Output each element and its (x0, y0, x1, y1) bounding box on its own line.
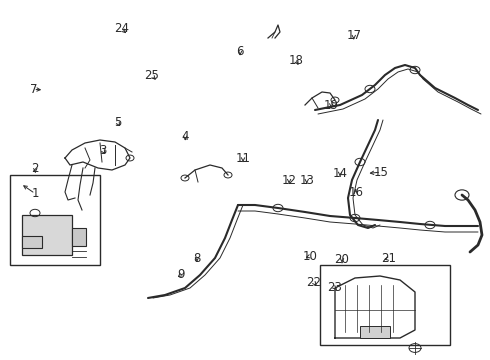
Text: 7: 7 (29, 83, 37, 96)
Text: 13: 13 (299, 174, 314, 187)
Text: 17: 17 (346, 29, 361, 42)
Text: 18: 18 (289, 54, 303, 67)
Text: 24: 24 (114, 22, 129, 35)
Text: 9: 9 (177, 268, 185, 281)
Text: 15: 15 (374, 166, 389, 179)
Text: 5: 5 (114, 116, 122, 129)
Text: 14: 14 (333, 167, 347, 180)
Bar (22, 236, 42, 248)
Text: 2: 2 (31, 162, 39, 175)
Text: 21: 21 (382, 252, 396, 265)
Text: 23: 23 (327, 281, 342, 294)
Bar (72, 228, 86, 246)
Bar (22, 215, 72, 255)
Text: 10: 10 (302, 250, 317, 263)
Text: 12: 12 (282, 174, 296, 187)
Text: 8: 8 (193, 252, 201, 265)
Text: 25: 25 (145, 69, 159, 82)
Text: 20: 20 (335, 253, 349, 266)
Text: 3: 3 (99, 144, 107, 157)
Bar (10, 175, 100, 265)
Bar (320, 265, 450, 345)
Text: 22: 22 (306, 276, 321, 289)
Bar (360, 326, 390, 338)
Text: 6: 6 (236, 45, 244, 58)
Text: 1: 1 (31, 187, 39, 200)
Text: 19: 19 (324, 99, 339, 112)
Text: 16: 16 (348, 186, 363, 199)
Text: 4: 4 (181, 130, 189, 143)
Text: 11: 11 (236, 152, 250, 165)
